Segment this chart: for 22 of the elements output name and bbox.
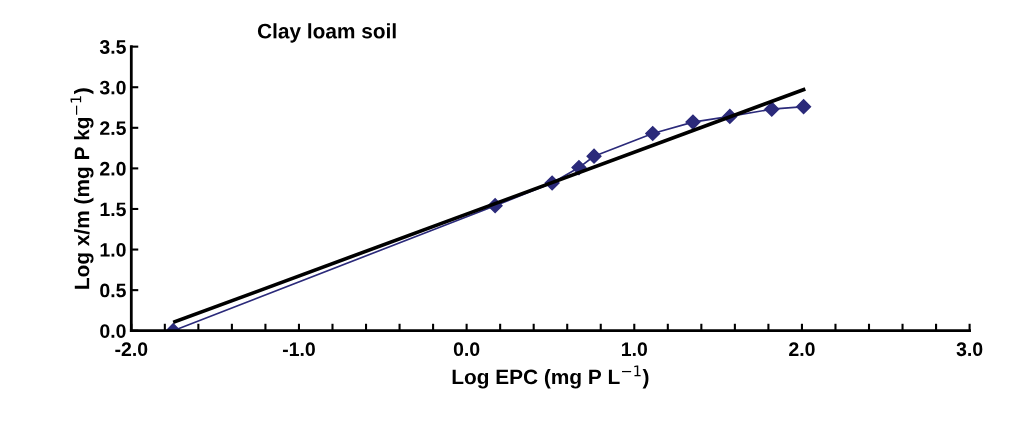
x-tick-label: 0.0: [453, 342, 480, 357]
y-tick-label: 2.0: [100, 161, 126, 176]
y-tick-label: 1.5: [100, 202, 126, 217]
y-tick-label: 0.0: [100, 324, 126, 338]
x-tick-label: -1.0: [282, 342, 315, 357]
chart-title: Clay loam soil: [257, 23, 396, 43]
point: [645, 125, 661, 142]
y-tick-label: 3.5: [99, 40, 126, 54]
y-tick-label: 0.5: [100, 283, 126, 298]
x-tick-label: 3.0: [956, 342, 983, 357]
x-axis-title: Log EPC (mg P L$^{−1}$): [452, 365, 649, 389]
point: [685, 114, 701, 130]
y-tick-label: 3.0: [99, 80, 126, 95]
point: [586, 148, 602, 164]
y-tick-label: 2.5: [100, 121, 126, 136]
point: [764, 101, 780, 117]
point: [796, 99, 812, 115]
x-tick-label: 1.0: [621, 342, 647, 357]
x-tick-label: 2.0: [789, 342, 815, 357]
y-tick-label: 1.0: [100, 243, 126, 257]
x-tick-label: -2.0: [115, 342, 148, 357]
y-axis-title: Log x/m (mg P kg$^{−1}$): [70, 88, 94, 289]
